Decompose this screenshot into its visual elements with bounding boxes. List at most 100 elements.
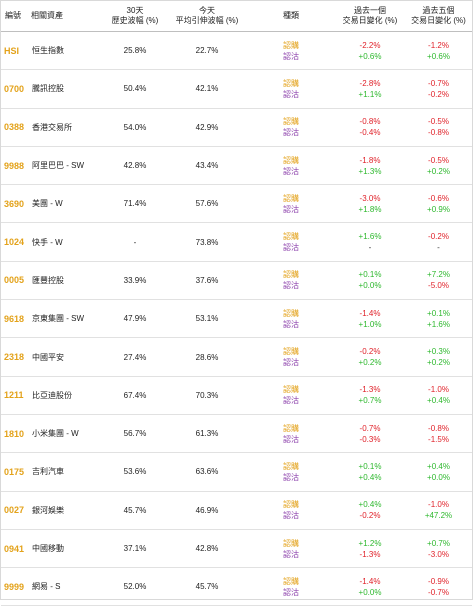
bull-call-label[interactable]: 認購 [283,308,299,318]
table-row[interactable]: 2318 中國平安 27.4% 28.6% 認購 認沽 -0.2% +0.2% +0.3% +0.… [1,337,472,377]
call-change-1-day: +1.2% [358,538,382,548]
stock-code-link[interactable]: 0941 [1,529,27,569]
warrant-type-cell: 認購 認沽 [247,299,335,339]
put-change-5-day: -0.7% [428,587,449,597]
call-change-1-day: +0.1% [358,270,382,280]
stock-code-link[interactable]: 9999 [1,567,27,606]
underlying-name: 網易 - S [27,567,103,606]
hist-vol-value: 53.6% [103,452,167,492]
stock-code-link[interactable]: 0388 [1,108,27,147]
stock-code-link[interactable]: 0027 [1,491,27,530]
bull-call-label[interactable]: 認購 [283,40,299,50]
call-change-5-day: -1.0% [428,500,449,510]
bear-put-label[interactable]: 認沽 [283,587,299,597]
bear-put-label[interactable]: 認沽 [283,281,299,291]
header-implied-vol: 今天 平均引伸波幅 (%) [167,1,247,32]
table-row[interactable]: 0005 匯豐控股 33.9% 37.6% 認購 認沽 +0.1% +0.0% +7.2% -5.… [1,261,472,301]
hist-vol-value: 47.9% [103,299,167,339]
stock-code-link[interactable]: 9618 [1,299,27,339]
bull-call-label[interactable]: 認購 [283,78,299,88]
table-row[interactable]: 0175 吉利汽車 53.6% 63.6% 認購 認沽 +0.1% +0.4% +0.4% +0.… [1,452,472,492]
bull-call-label[interactable]: 認購 [283,155,299,165]
bear-put-label[interactable]: 認沽 [283,358,299,368]
bull-call-label[interactable]: 認購 [283,270,299,280]
bull-call-label[interactable]: 認購 [283,538,299,548]
warrant-type-cell: 認購 認沽 [247,337,335,377]
call-change-1-day: -1.4% [359,308,381,318]
table-row[interactable]: 9999 網易 - S 52.0% 45.7% 認購 認沽 -1.4% +0.0% -0.9% -… [1,567,472,606]
warrant-type-cell: 認購 認沽 [247,146,335,186]
bear-put-label[interactable]: 認沽 [283,204,299,214]
hist-vol-value: 54.0% [103,108,167,147]
change-5-day-cell: +0.3% +0.2% [405,337,472,377]
put-change-5-day: - [437,243,440,253]
put-change-5-day: +47.2% [424,511,453,521]
table-row[interactable]: 0700 騰訊控股 50.4% 42.1% 認購 認沽 -2.8% +1.1% -0.7% -0.… [1,69,472,109]
bull-call-label[interactable]: 認購 [283,461,299,471]
table-row[interactable]: 3690 美團 - W 71.4% 57.6% 認購 認沽 -3.0% +1.8% -0.6% +… [1,184,472,224]
stock-code-link[interactable]: 1024 [1,222,27,262]
underlying-name: 小米集團 - W [27,414,103,454]
change-1-day-cell: +1.6% - [335,222,405,262]
bear-put-label[interactable]: 認沽 [283,472,299,482]
stock-code-link[interactable]: 3690 [1,184,27,224]
bull-call-label[interactable]: 認購 [283,385,299,395]
call-change-1-day: -1.3% [359,385,381,395]
stock-code-link[interactable]: 2318 [1,337,27,377]
underlying-name: 阿里巴巴 - SW [27,146,103,186]
call-change-1-day: -2.2% [359,40,381,50]
underlying-name: 香港交易所 [27,108,103,147]
bear-put-label[interactable]: 認沽 [283,166,299,176]
bull-call-label[interactable]: 認購 [283,117,299,127]
change-5-day-cell: +0.4% +0.0% [405,452,472,492]
implied-vol-value: 57.6% [167,184,247,224]
bull-call-label[interactable]: 認購 [283,576,299,586]
bear-put-label[interactable]: 認沽 [283,319,299,329]
put-change-1-day: +0.6% [358,51,382,61]
table-row[interactable]: 1024 快手 - W -73.8% 認購 認沽 +1.6% - -0.2% - [1,222,472,262]
header-code: 編號 [1,1,27,32]
bear-put-label[interactable]: 認沽 [283,511,299,521]
bull-call-label[interactable]: 認購 [283,193,299,203]
put-change-1-day: -0.2% [359,511,381,521]
stock-code-link[interactable]: 0005 [1,261,27,301]
bear-put-label[interactable]: 認沽 [283,434,299,444]
implied-vol-value: 73.8% [167,222,247,262]
bear-put-label[interactable]: 認沽 [283,89,299,99]
bear-put-label[interactable]: 認沽 [283,549,299,559]
table-row[interactable]: 9988 阿里巴巴 - SW 42.8% 43.4% 認購 認沽 -1.8% +1.3% -0.… [1,146,472,186]
change-1-day-cell: -0.2% +0.2% [335,337,405,377]
bear-put-label[interactable]: 認沽 [283,396,299,406]
call-change-1-day: -3.0% [359,193,381,203]
stock-code-link[interactable]: HSI [1,31,27,71]
stock-code-link[interactable]: 1810 [1,414,27,454]
bear-put-label[interactable]: 認沽 [283,128,299,138]
stock-code-link[interactable]: 9988 [1,146,27,186]
put-change-1-day: +0.0% [358,281,382,291]
bull-call-label[interactable]: 認購 [283,347,299,357]
call-change-1-day: -0.7% [359,423,381,433]
table-row[interactable]: 0027 銀河娛樂 45.7% 46.9% 認購 認沽 +0.4% -0.2% -1.0% +47… [1,491,472,530]
table-row[interactable]: 0941 中國移動 37.1% 42.8% 認購 認沽 +1.2% -1.3% +0.7% -3.… [1,529,472,569]
table-row[interactable]: 9618 京東集團 - SW 47.9% 53.1% 認購 認沽 -1.4% +1.0% +0.… [1,299,472,339]
call-change-1-day: +0.1% [358,461,382,471]
put-change-5-day: +0.2% [427,166,450,176]
underlying-name: 匯豐控股 [27,261,103,301]
table-row[interactable]: HSI 恒生指數 25.8% 22.7% 認購 認沽 -2.2% +0.6% -1.2% +0.6… [1,31,472,71]
stock-code-link[interactable]: 1211 [1,376,27,415]
bear-put-label[interactable]: 認沽 [283,51,299,61]
table-row[interactable]: 1211 比亞迪股份 67.4% 70.3% 認購 認沽 -1.3% +0.7% -1.0% +0… [1,376,472,415]
change-5-day-cell: +0.7% -3.0% [405,529,472,569]
bull-call-label[interactable]: 認購 [283,423,299,433]
put-change-5-day: -3.0% [428,549,449,559]
stock-code-link[interactable]: 0700 [1,69,27,109]
hist-vol-value: 52.0% [103,567,167,606]
table-row[interactable]: 0388 香港交易所 54.0% 42.9% 認購 認沽 -0.8% -0.4% -0.5% -0… [1,108,472,147]
bear-put-label[interactable]: 認沽 [283,243,299,253]
stock-code-link[interactable]: 0175 [1,452,27,492]
table-row[interactable]: 1810 小米集團 - W 56.7% 61.3% 認購 認沽 -0.7% -0.3% -0.8… [1,414,472,454]
bull-call-label[interactable]: 認購 [283,232,299,242]
bull-call-label[interactable]: 認購 [283,500,299,510]
warrant-type-cell: 認購 認沽 [247,376,335,415]
